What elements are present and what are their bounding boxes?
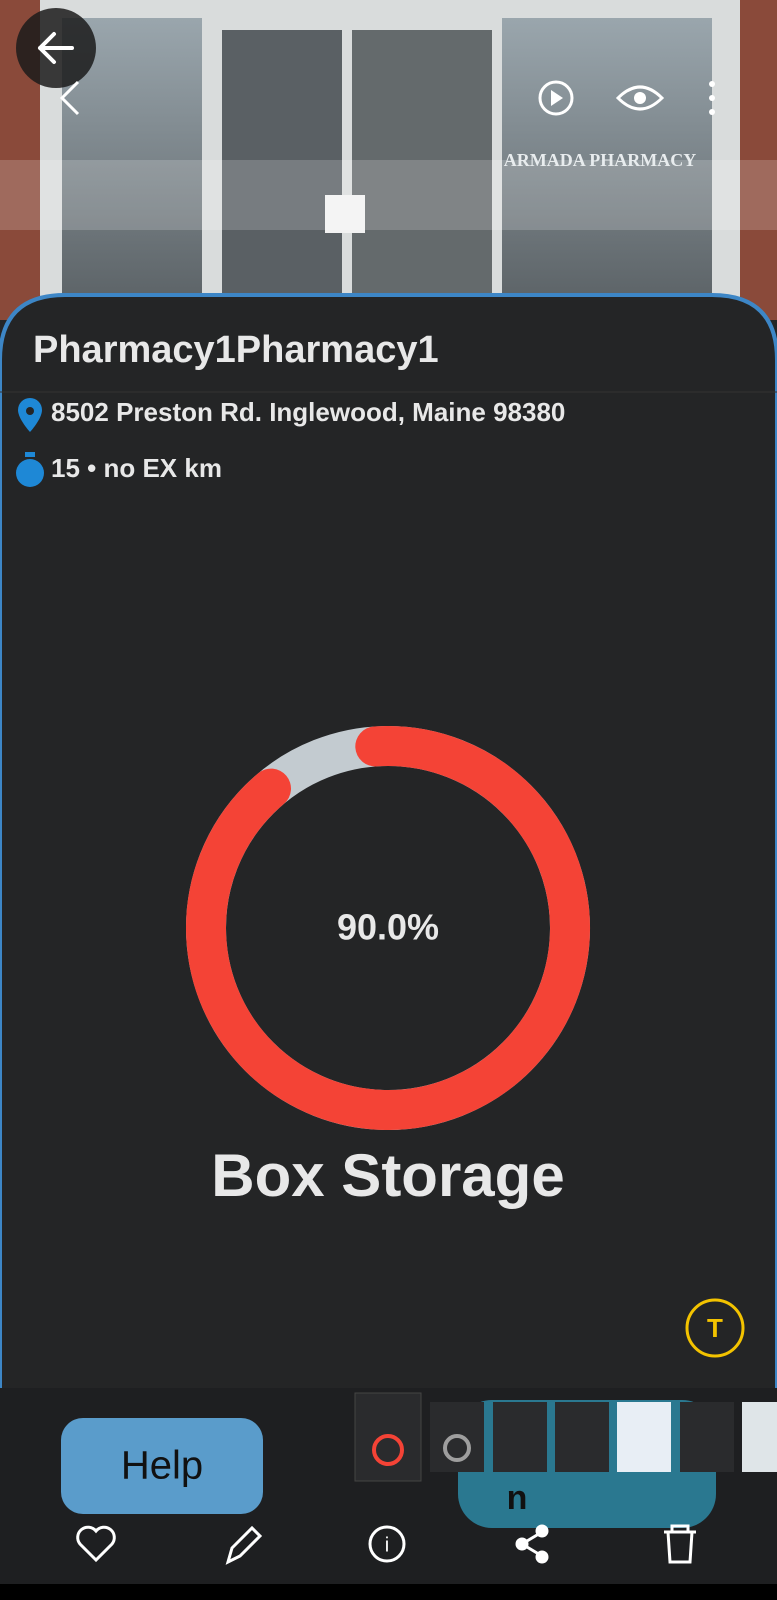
favorite-icon[interactable]	[76, 1525, 116, 1563]
store-name: Pharmacy1Pharmacy1	[33, 329, 439, 371]
delete-icon[interactable]	[664, 1524, 696, 1564]
thumbnail[interactable]	[742, 1402, 777, 1472]
timer-icon	[16, 459, 44, 487]
door-glass	[222, 30, 342, 300]
thumbnails	[354, 1392, 777, 1482]
play-triangle	[551, 90, 563, 106]
thumbnail[interactable]	[680, 1402, 734, 1472]
play-icon[interactable]	[538, 80, 574, 116]
edit-icon[interactable]	[225, 1525, 263, 1565]
window	[502, 18, 712, 298]
more-icon[interactable]	[709, 81, 715, 115]
thumbnail-ring	[443, 1434, 471, 1462]
help-label: Help	[121, 1444, 203, 1488]
text-scan-button[interactable]	[685, 1298, 745, 1358]
system-bar	[0, 1584, 777, 1600]
thumbnail[interactable]	[555, 1402, 609, 1472]
distance: 15 • no EX km	[51, 453, 222, 483]
sign-text: ARMADA PHARMACY	[504, 150, 696, 170]
gauge-label: 90.0%	[337, 907, 439, 948]
timer-top	[25, 452, 35, 457]
back-arrow	[38, 32, 74, 64]
share-icon[interactable]	[515, 1524, 549, 1564]
thumbnail-ring	[372, 1434, 404, 1466]
location-dot	[26, 407, 34, 415]
door-glass	[352, 30, 492, 300]
address: 8502 Preston Rd. Inglewood, Maine 98380	[51, 397, 565, 427]
overlay-text: n	[507, 1479, 528, 1517]
eye-pupil	[634, 92, 646, 104]
frosted-band	[0, 160, 777, 230]
door-handle	[325, 195, 365, 233]
text-scan-icon: T	[707, 1313, 723, 1343]
thumbnail[interactable]	[617, 1402, 671, 1472]
help-button[interactable]	[61, 1418, 263, 1514]
info-glyph: i	[385, 1534, 389, 1556]
eye-icon[interactable]	[615, 85, 665, 111]
thumbnail[interactable]	[493, 1402, 547, 1472]
info-panel	[0, 293, 777, 1600]
info-icon[interactable]	[368, 1525, 406, 1563]
gauge-title: Box Storage	[211, 1142, 564, 1209]
gauge-arc	[186, 726, 590, 1130]
photo: ARMADA PHARMACY	[0, 0, 777, 320]
chevron-left[interactable]	[59, 80, 80, 116]
